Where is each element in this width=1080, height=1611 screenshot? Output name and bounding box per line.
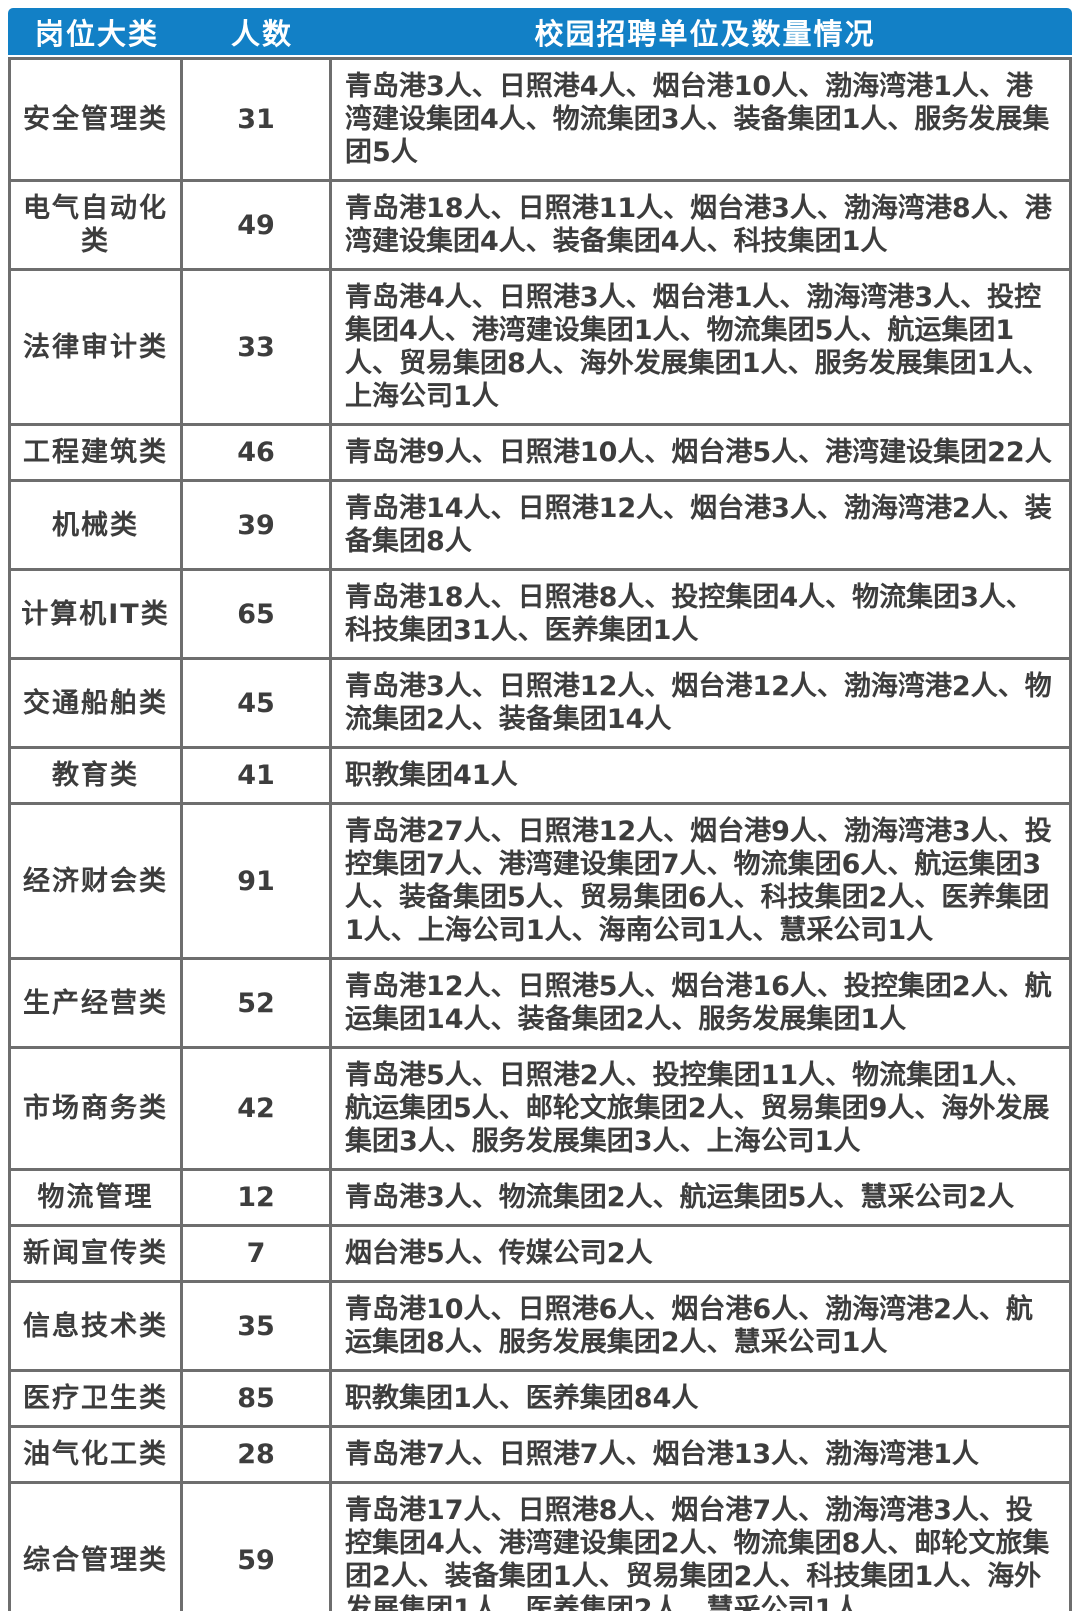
recruiting-units-cell: 青岛港14人、日照港12人、烟台港3人、渤海湾港2人、装备集团8人	[345, 493, 1052, 557]
recruiting-units-cell: 青岛港17人、日照港8人、烟台港7人、渤海湾港3人、投控集团4人、港湾建设集团2…	[345, 1495, 1050, 1611]
table-header-row: 岗位大类 人数 校园招聘单位及数量情况	[8, 8, 1072, 55]
job-category-cell: 法律审计类	[11, 271, 183, 423]
job-category-cell: 综合管理类	[11, 1484, 183, 1611]
recruiting-units-cell: 烟台港5人、传媒公司2人	[345, 1238, 653, 1269]
job-category-cell: 计算机IT类	[11, 571, 183, 657]
headcount-cell: 65	[183, 571, 332, 657]
job-category-cell: 新闻宣传类	[11, 1227, 183, 1280]
table-row: 医疗卫生类 85 职教集团1人、医养集团84人	[11, 1369, 1069, 1425]
recruiting-units-cell: 青岛港9人、日照港10人、烟台港5人、港湾建设集团22人	[345, 437, 1052, 468]
headcount-cell: 28	[183, 1428, 332, 1481]
table-row: 交通船舶类 45 青岛港3人、日照港12人、烟台港12人、渤海湾港2人、物流集团…	[11, 657, 1069, 746]
headcount-cell: 52	[183, 960, 332, 1046]
table-row: 工程建筑类 46 青岛港9人、日照港10人、烟台港5人、港湾建设集团22人	[11, 423, 1069, 479]
headcount-cell: 85	[183, 1372, 332, 1425]
job-category-cell: 电气自动化类	[11, 182, 183, 268]
recruiting-units-cell: 职教集团41人	[345, 760, 518, 791]
table-row: 信息技术类 35 青岛港10人、日照港6人、烟台港6人、渤海湾港2人、航运集团8…	[11, 1280, 1069, 1369]
job-category-cell: 机械类	[11, 482, 183, 568]
recruiting-units-cell: 职教集团1人、医养集团84人	[345, 1383, 699, 1414]
header-recruiting-units: 校园招聘单位及数量情况	[534, 16, 876, 51]
header-headcount: 人数	[230, 16, 293, 51]
table-row: 计算机IT类 65 青岛港18人、日照港8人、投控集团4人、物流集团3人、科技集…	[11, 568, 1069, 657]
table-row: 经济财会类 91 青岛港27人、日照港12人、烟台港9人、渤海湾港3人、投控集团…	[11, 802, 1069, 957]
recruiting-units-cell: 青岛港27人、日照港12人、烟台港9人、渤海湾港3人、投控集团7人、港湾建设集团…	[345, 816, 1052, 946]
headcount-cell: 31	[183, 60, 332, 179]
table-body: 安全管理类 31 青岛港3人、日照港4人、烟台港10人、渤海湾港1人、港湾建设集…	[8, 57, 1072, 1611]
table-row: 安全管理类 31 青岛港3人、日照港4人、烟台港10人、渤海湾港1人、港湾建设集…	[11, 60, 1069, 179]
table-row: 油气化工类 28 青岛港7人、日照港7人、烟台港13人、渤海湾港1人	[11, 1425, 1069, 1481]
recruiting-units-cell: 青岛港7人、日照港7人、烟台港13人、渤海湾港1人	[345, 1439, 979, 1470]
table-row: 法律审计类 33 青岛港4人、日照港3人、烟台港1人、渤海湾港3人、投控集团4人…	[11, 268, 1069, 423]
job-category-cell: 生产经营类	[11, 960, 183, 1046]
headcount-cell: 46	[183, 426, 332, 479]
recruiting-units-cell: 青岛港18人、日照港11人、烟台港3人、渤海湾港8人、港湾建设集团4人、装备集团…	[345, 193, 1052, 257]
job-category-cell: 经济财会类	[11, 805, 183, 957]
recruiting-units-cell: 青岛港18人、日照港8人、投控集团4人、物流集团3人、科技集团31人、医养集团1…	[345, 582, 1033, 646]
recruiting-units-cell: 青岛港3人、物流集团2人、航运集团5人、慧采公司2人	[345, 1182, 1015, 1213]
table-row: 机械类 39 青岛港14人、日照港12人、烟台港3人、渤海湾港2人、装备集团8人	[11, 479, 1069, 568]
table-row: 电气自动化类 49 青岛港18人、日照港11人、烟台港3人、渤海湾港8人、港湾建…	[11, 179, 1069, 268]
headcount-cell: 7	[183, 1227, 332, 1280]
headcount-cell: 35	[183, 1283, 332, 1369]
headcount-cell: 41	[183, 749, 332, 802]
job-category-cell: 安全管理类	[11, 60, 183, 179]
table-row: 生产经营类 52 青岛港12人、日照港5人、烟台港16人、投控集团2人、航运集团…	[11, 957, 1069, 1046]
headcount-cell: 91	[183, 805, 332, 957]
recruiting-units-cell: 青岛港5人、日照港2人、投控集团11人、物流集团1人、航运集团5人、邮轮文旅集团…	[345, 1060, 1050, 1157]
job-category-cell: 医疗卫生类	[11, 1372, 183, 1425]
recruiting-units-cell: 青岛港10人、日照港6人、烟台港6人、渤海湾港2人、航运集团8人、服务发展集团2…	[345, 1294, 1033, 1358]
job-category-cell: 交通船舶类	[11, 660, 183, 746]
headcount-cell: 59	[183, 1484, 332, 1611]
recruiting-units-cell: 青岛港4人、日照港3人、烟台港1人、渤海湾港3人、投控集团4人、港湾建设集团1人…	[345, 282, 1050, 412]
header-job-category: 岗位大类	[34, 16, 159, 51]
headcount-cell: 49	[183, 182, 332, 268]
headcount-cell: 33	[183, 271, 332, 423]
recruiting-units-cell: 青岛港3人、日照港12人、烟台港12人、渤海湾港2人、物流集团2人、装备集团14…	[345, 671, 1052, 735]
job-category-cell: 工程建筑类	[11, 426, 183, 479]
recruiting-units-cell: 青岛港12人、日照港5人、烟台港16人、投控集团2人、航运集团14人、装备集团2…	[345, 971, 1052, 1035]
table-row: 新闻宣传类 7 烟台港5人、传媒公司2人	[11, 1224, 1069, 1280]
job-category-cell: 物流管理	[11, 1171, 183, 1224]
job-category-cell: 信息技术类	[11, 1283, 183, 1369]
headcount-cell: 39	[183, 482, 332, 568]
job-category-cell: 教育类	[11, 749, 183, 802]
job-category-cell: 市场商务类	[11, 1049, 183, 1168]
headcount-cell: 42	[183, 1049, 332, 1168]
headcount-cell: 12	[183, 1171, 332, 1224]
table-row: 市场商务类 42 青岛港5人、日照港2人、投控集团11人、物流集团1人、航运集团…	[11, 1046, 1069, 1168]
table-row: 综合管理类 59 青岛港17人、日照港8人、烟台港7人、渤海湾港3人、投控集团4…	[11, 1481, 1069, 1611]
headcount-cell: 45	[183, 660, 332, 746]
table-row: 教育类 41 职教集团41人	[11, 746, 1069, 802]
recruiting-units-cell: 青岛港3人、日照港4人、烟台港10人、渤海湾港1人、港湾建设集团4人、物流集团3…	[345, 71, 1050, 168]
job-category-cell: 油气化工类	[11, 1428, 183, 1481]
table-row: 物流管理 12 青岛港3人、物流集团2人、航运集团5人、慧采公司2人	[11, 1168, 1069, 1224]
